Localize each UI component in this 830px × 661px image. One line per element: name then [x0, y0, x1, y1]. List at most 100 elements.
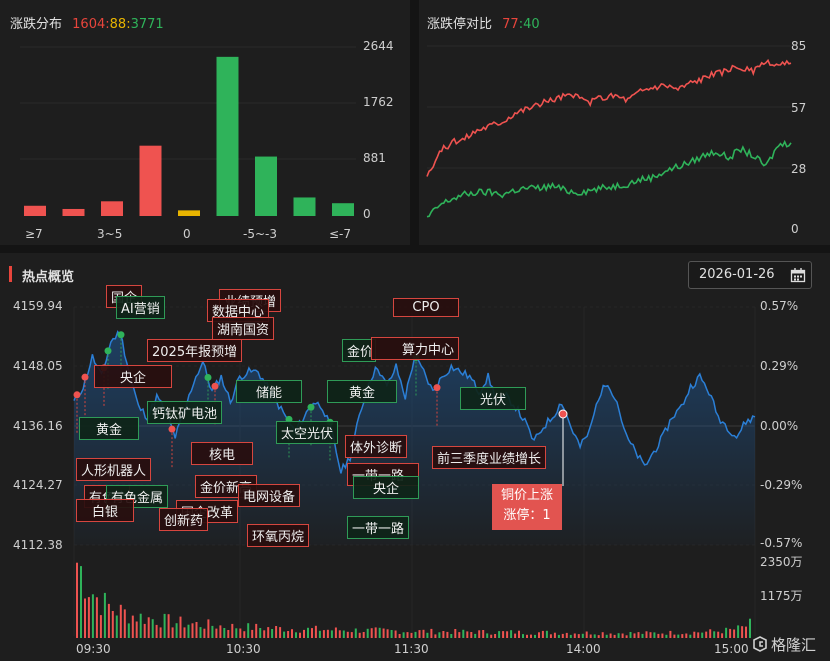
topic-tag[interactable]: 创新药	[159, 508, 209, 531]
volume-bar	[526, 634, 528, 638]
volume-bar	[95, 597, 98, 638]
topic-tag[interactable]: 储能	[236, 380, 302, 403]
event-marker	[104, 347, 112, 355]
volume-bar	[597, 635, 600, 638]
volume-bar	[235, 628, 238, 638]
volume-bar	[259, 628, 262, 638]
topic-tag[interactable]: 算力中心	[371, 337, 459, 360]
volume-bar	[330, 630, 333, 638]
distribution-bar	[332, 203, 354, 216]
volume-bar	[733, 629, 736, 638]
topic-tag[interactable]: 前三季度业绩增长	[432, 446, 547, 469]
topic-tag[interactable]: 白银	[76, 499, 134, 522]
pct-tick: -0.29%	[760, 478, 803, 492]
topic-tag[interactable]: 黄金	[327, 380, 397, 403]
volume-bar	[470, 632, 473, 638]
volume-bar	[518, 630, 520, 638]
volume-bar	[561, 633, 564, 638]
volume-bar	[299, 632, 301, 638]
volume-bar	[729, 628, 732, 638]
volume-bar	[486, 633, 489, 638]
limit-series-line	[426, 139, 792, 218]
volume-bar	[111, 611, 114, 638]
dist-x-label: 3~5	[97, 227, 123, 241]
volume-bar	[354, 628, 357, 638]
volume-bar	[442, 631, 445, 638]
limit-chart	[426, 45, 792, 218]
price-tick: 4148.05	[13, 359, 63, 373]
volume-bar	[681, 634, 684, 638]
volume-bar	[279, 627, 282, 638]
volume-bar	[251, 629, 254, 638]
topic-tag[interactable]: 一带一路	[347, 516, 410, 539]
volume-bar	[474, 633, 477, 638]
topic-tag[interactable]: AI营销	[116, 296, 165, 319]
volume-bar	[609, 633, 612, 638]
topic-tag[interactable]: CPO	[393, 298, 459, 317]
volume-bar	[91, 594, 94, 638]
volume-bar	[617, 633, 620, 638]
volume-bar	[326, 629, 329, 638]
topic-tag[interactable]: 2025年报预增	[147, 339, 243, 362]
topic-tag[interactable]: 湖南国资	[212, 317, 275, 340]
volume-bar	[247, 623, 250, 638]
limit-title: 涨跌停对比	[427, 17, 493, 32]
volume-bar	[573, 633, 576, 638]
topic-tag[interactable]: 央企	[94, 365, 172, 388]
time-label: 10:30	[226, 642, 261, 656]
volume-bar	[621, 633, 624, 638]
separator: :	[126, 17, 131, 32]
topic-tag[interactable]: 环氧丙烷	[247, 524, 310, 547]
volume-bar	[438, 632, 441, 638]
distribution-title-row: 涨跌分布 1604:88:3771	[10, 13, 164, 32]
volume-bar	[577, 634, 580, 638]
topic-tag[interactable]: 人形机器人	[76, 458, 152, 481]
volume-bar	[430, 628, 433, 638]
date-picker[interactable]: 2026-01-26	[688, 261, 812, 289]
price-tick: 4136.16	[13, 419, 63, 433]
volume-bar	[267, 627, 270, 638]
volume-bar	[482, 630, 485, 638]
topic-tag[interactable]: 央企	[353, 476, 419, 499]
topic-tag[interactable]: 黄金	[79, 417, 139, 440]
volume-bar	[625, 635, 628, 638]
volume-bar	[275, 626, 278, 638]
volume-bar	[685, 633, 688, 638]
distribution-bar	[178, 210, 200, 216]
topic-tag[interactable]: 电网设备	[238, 484, 301, 507]
volume-bar	[749, 618, 751, 638]
topic-tag[interactable]: 体外诊断	[345, 435, 408, 458]
volume-bar	[553, 632, 556, 638]
volume-bar	[107, 603, 110, 638]
distribution-bar	[101, 201, 123, 216]
dist-y-tick: 1762	[363, 95, 394, 109]
topic-tag[interactable]: 钙钛矿电池	[147, 401, 223, 424]
dist-y-tick: 0	[363, 207, 371, 221]
volume-bar	[661, 633, 664, 638]
volume-bar	[99, 615, 102, 638]
volume-bar	[557, 634, 560, 638]
volume-bar	[402, 632, 405, 638]
volume-bar	[569, 634, 572, 638]
volume-bar	[657, 633, 660, 638]
price-tick: 4159.94	[13, 299, 63, 313]
volume-bar	[434, 634, 437, 638]
volume-bar	[506, 631, 509, 638]
distribution-bar	[216, 56, 239, 217]
volume-bar	[115, 615, 118, 638]
topic-tag[interactable]: 光伏	[460, 387, 526, 410]
pct-tick: 0.00%	[760, 419, 799, 433]
limit-series-line	[426, 58, 792, 177]
topic-tag[interactable]: 太空光伏	[276, 421, 339, 444]
volume-bar	[649, 632, 652, 638]
volume-bar	[502, 631, 505, 638]
calendar-icon	[790, 268, 806, 283]
volume-bar	[629, 632, 632, 638]
hot-title: 热点概览	[22, 270, 75, 285]
volume-bar	[287, 631, 290, 638]
volume-bar	[741, 626, 744, 638]
topic-tag[interactable]: 核电	[191, 442, 253, 465]
volume-bar	[211, 625, 214, 638]
volume-bar	[522, 634, 524, 638]
volume-bar	[534, 634, 536, 638]
